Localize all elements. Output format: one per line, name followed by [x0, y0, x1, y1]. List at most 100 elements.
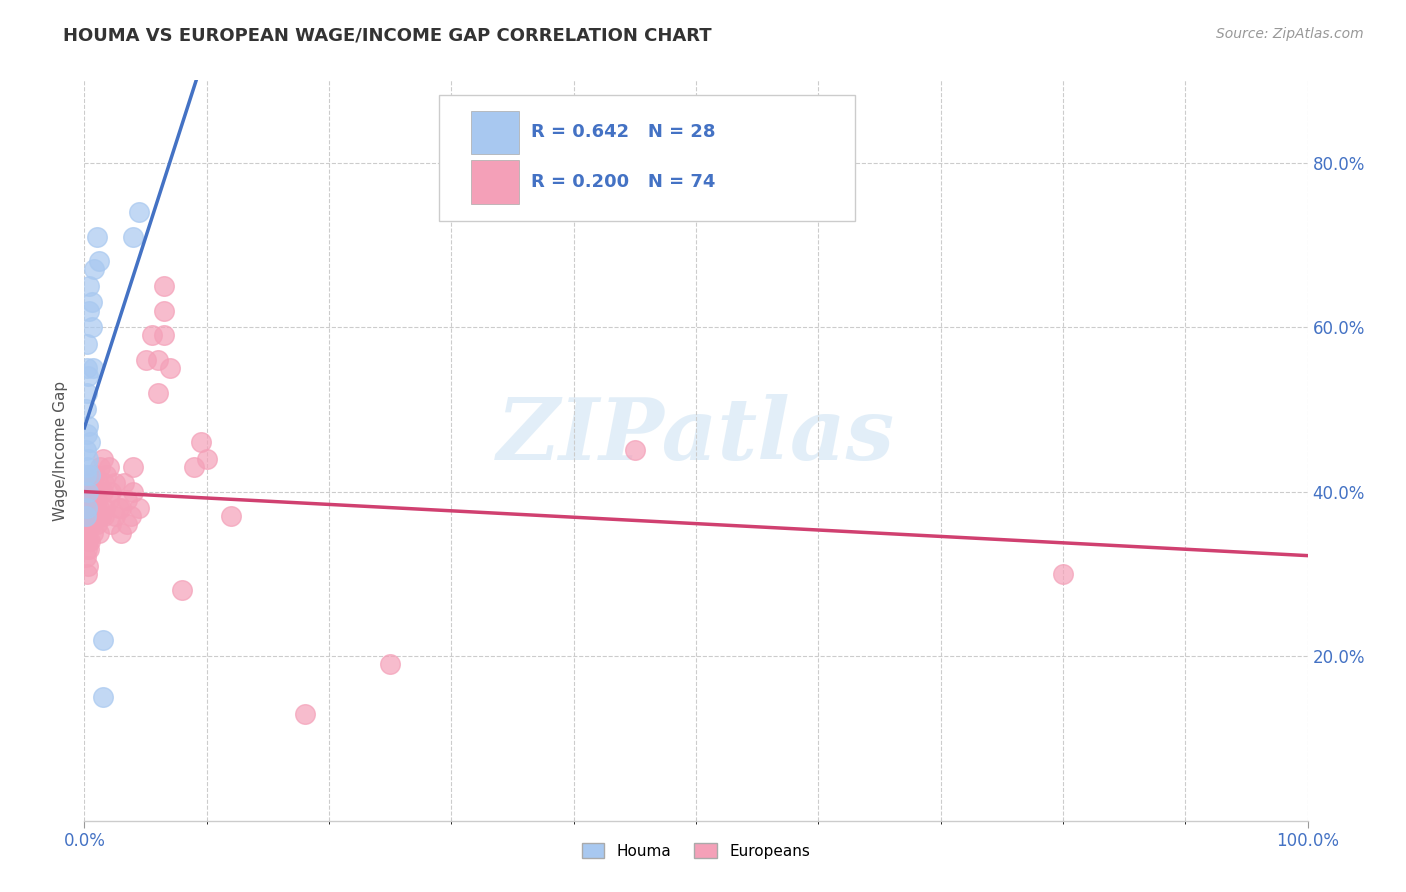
Point	[77, 501, 100, 516]
Point	[79, 435, 101, 450]
Point	[75, 402, 97, 417]
Point	[83, 484, 105, 499]
Point	[80, 320, 103, 334]
Point	[89, 459, 111, 474]
FancyBboxPatch shape	[439, 95, 855, 221]
FancyBboxPatch shape	[471, 161, 519, 204]
Point	[82, 501, 104, 516]
Point	[94, 501, 117, 516]
Point	[76, 385, 98, 400]
Point	[122, 459, 145, 474]
Point	[115, 492, 138, 507]
Point	[159, 361, 181, 376]
Point	[122, 484, 145, 499]
Point	[91, 451, 114, 466]
Point	[93, 509, 115, 524]
Point	[80, 517, 103, 532]
Point	[100, 517, 122, 532]
Point	[76, 492, 98, 507]
Point	[96, 468, 118, 483]
Point	[172, 583, 194, 598]
Point	[1052, 566, 1074, 581]
Point	[76, 542, 98, 557]
Point	[79, 509, 101, 524]
Point	[86, 229, 108, 244]
Point	[83, 509, 105, 524]
Text: R = 0.200   N = 74: R = 0.200 N = 74	[531, 173, 716, 191]
Point	[82, 476, 104, 491]
Point	[87, 476, 110, 491]
Y-axis label: Wage/Income Gap: Wage/Income Gap	[53, 380, 69, 521]
Point	[80, 492, 103, 507]
Text: R = 0.642   N = 28: R = 0.642 N = 28	[531, 123, 716, 141]
Point	[86, 492, 108, 507]
Point	[77, 279, 100, 293]
Point	[77, 369, 100, 384]
Point	[77, 558, 100, 573]
Point	[120, 509, 142, 524]
Text: Source: ZipAtlas.com: Source: ZipAtlas.com	[1216, 27, 1364, 41]
Legend: Houma, Europeans: Houma, Europeans	[575, 837, 817, 865]
Point	[76, 566, 98, 581]
Point	[75, 468, 97, 483]
Point	[79, 484, 101, 499]
Point	[141, 328, 163, 343]
Point	[100, 484, 122, 499]
Point	[82, 525, 104, 540]
Point	[77, 418, 100, 433]
Point	[624, 443, 647, 458]
Point	[128, 501, 150, 516]
Point	[79, 468, 101, 483]
Point	[97, 459, 120, 474]
Point	[77, 484, 100, 499]
Point	[146, 385, 169, 400]
Point	[87, 525, 110, 540]
Point	[91, 690, 114, 705]
Point	[86, 517, 108, 532]
Point	[76, 459, 98, 474]
Point	[83, 262, 105, 277]
Point	[77, 303, 100, 318]
Point	[76, 501, 98, 516]
Point	[76, 468, 98, 483]
Point	[75, 525, 97, 540]
Text: ZIPatlas: ZIPatlas	[496, 394, 896, 477]
Point	[77, 542, 100, 557]
Point	[110, 501, 132, 516]
Point	[153, 279, 176, 293]
Point	[146, 353, 169, 368]
Point	[93, 476, 115, 491]
Point	[82, 361, 104, 376]
Point	[97, 492, 120, 507]
Point	[135, 353, 157, 368]
Point	[104, 509, 127, 524]
Point	[87, 254, 110, 268]
Point	[380, 657, 402, 672]
Point	[107, 501, 129, 516]
Point	[91, 484, 114, 499]
Point	[90, 509, 112, 524]
Point	[77, 484, 100, 499]
Point	[75, 550, 97, 565]
Point	[91, 632, 114, 647]
Point	[183, 459, 205, 474]
Point	[80, 295, 103, 310]
Text: HOUMA VS EUROPEAN WAGE/INCOME GAP CORRELATION CHART: HOUMA VS EUROPEAN WAGE/INCOME GAP CORREL…	[63, 27, 711, 45]
Point	[112, 476, 135, 491]
Point	[77, 509, 100, 524]
Point	[79, 533, 101, 548]
Point	[128, 205, 150, 219]
Point	[219, 509, 242, 524]
Point	[84, 468, 107, 483]
Point	[104, 476, 127, 491]
Point	[75, 501, 97, 516]
Point	[84, 501, 107, 516]
Point	[190, 435, 212, 450]
Point	[110, 525, 132, 540]
Point	[122, 229, 145, 244]
FancyBboxPatch shape	[471, 111, 519, 154]
Point	[77, 533, 100, 548]
Point	[77, 476, 100, 491]
Point	[195, 451, 218, 466]
Point	[77, 451, 100, 466]
